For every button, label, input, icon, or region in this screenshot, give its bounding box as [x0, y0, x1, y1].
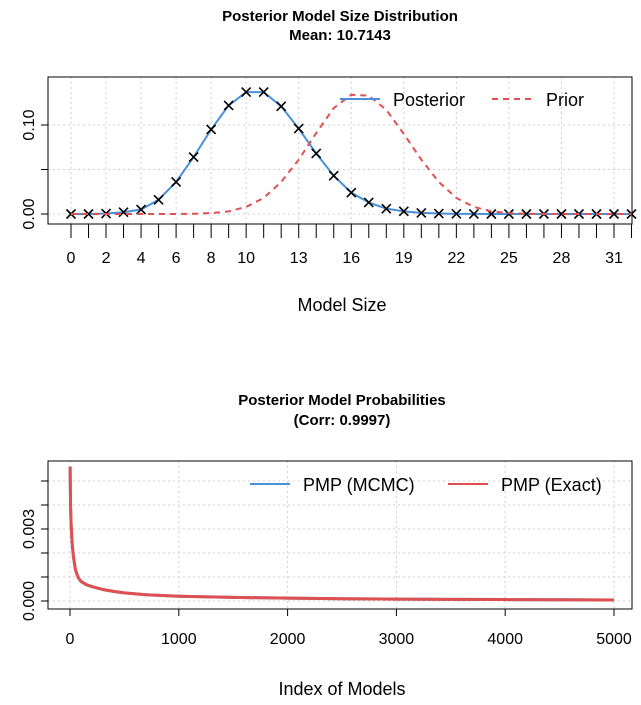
chart2-y-tick-label: 0.003	[21, 509, 38, 549]
chart2-plot-frame	[47, 460, 633, 610]
posterior-point-marker	[451, 208, 462, 219]
chart1-x-tick-label: 28	[553, 250, 571, 267]
chart2-legend: PMP (MCMC) PMP (Exact)	[250, 475, 602, 495]
series-pmp-exact-line	[68, 466, 615, 602]
posterior-point-marker	[311, 148, 322, 159]
chart1-subtitle: Mean: 10.7143	[289, 27, 391, 44]
chart1-x-tick-label: 16	[342, 250, 360, 267]
posterior-point-marker	[381, 203, 392, 214]
posterior-point-marker	[206, 124, 217, 135]
posterior-point-marker	[241, 87, 252, 98]
posterior-point-marker	[258, 87, 269, 98]
legend-pmp-mcmc-label: PMP (MCMC)	[303, 475, 415, 495]
posterior-point-marker	[521, 208, 532, 220]
posterior-point-marker	[118, 207, 129, 218]
chart1-x-tick-label: 2	[102, 250, 111, 267]
chart2-subtitle: (Corr: 0.9997)	[294, 412, 391, 429]
series-prior-line	[71, 93, 632, 215]
chart2-x-tick-label: 0	[66, 631, 75, 648]
chart2-title: Posterior Model Probabilities	[238, 392, 446, 409]
chart-model-size: Posterior Model Size Distribution Mean: …	[21, 8, 637, 315]
posterior-point-marker	[398, 206, 409, 217]
chart1-title: Posterior Model Size Distribution	[222, 8, 458, 25]
legend-posterior-label: Posterior	[393, 90, 465, 110]
chart1-x-tick-label: 4	[137, 250, 146, 267]
posterior-point-marker	[433, 208, 444, 219]
posterior-point-marker	[83, 208, 94, 220]
posterior-point-marker	[171, 176, 182, 188]
chart1-x-tick-label: 13	[290, 250, 308, 267]
chart1-x-tick-label: 19	[395, 250, 413, 267]
chart1-series	[65, 87, 637, 220]
chart1-x-tick-label: 8	[207, 250, 216, 267]
chart1-xlabel: Model Size	[297, 295, 386, 315]
legend-prior-label: Prior	[546, 90, 584, 110]
posterior-point-marker	[416, 207, 427, 218]
chart1-x-tick-label: 25	[500, 250, 518, 267]
chart1-legend: Posterior Prior	[340, 90, 584, 110]
posterior-point-marker	[363, 197, 374, 208]
chart1-y-tick-label: 0.00	[21, 198, 38, 229]
chart1-plot-frame	[47, 76, 633, 225]
chart1-x-tick-label: 22	[447, 250, 465, 267]
chart2-axes: 0 1000 2000 3000 4000 5000 0.000 0.003	[21, 460, 633, 648]
chart1-x-tick-label: 31	[605, 250, 623, 267]
posterior-point-marker	[346, 187, 357, 198]
chart1-axes: 0 2 4 6 8 10 13 16 19 22 25 28 31 0.00 0.10	[21, 76, 633, 267]
chart1-x-tick-label: 10	[237, 250, 255, 267]
posterior-point-marker	[223, 100, 234, 111]
chart2-x-tick-label: 2000	[270, 631, 306, 648]
chart-model-probabilities: Posterior Model Probabilities (Corr: 0.9…	[21, 392, 633, 699]
chart1-x-tick-label: 0	[67, 250, 76, 267]
chart2-x-tick-label: 3000	[379, 631, 415, 648]
posterior-point-marker	[153, 194, 164, 205]
posterior-point-marker	[608, 208, 620, 220]
chart1-y-tick-label: 0.10	[21, 109, 38, 140]
chart2-y-tick-label: 0.000	[21, 581, 38, 621]
posterior-point-marker	[293, 123, 304, 134]
chart1-x-tick-label: 6	[172, 250, 181, 267]
chart2-x-tick-label: 1000	[161, 631, 197, 648]
posterior-point-marker	[328, 170, 339, 181]
chart2-x-tick-label: 5000	[596, 631, 632, 648]
posterior-point-marker	[276, 101, 287, 112]
posterior-point-marker	[135, 204, 147, 215]
legend-pmp-exact-label: PMP (Exact)	[501, 475, 602, 495]
chart2-series	[68, 466, 615, 602]
posterior-point-marker	[556, 208, 567, 220]
posterior-point-marker	[188, 151, 199, 163]
chart2-x-tick-label: 4000	[487, 631, 523, 648]
chart2-xlabel: Index of Models	[278, 679, 405, 699]
posterior-point-marker	[468, 208, 479, 219]
